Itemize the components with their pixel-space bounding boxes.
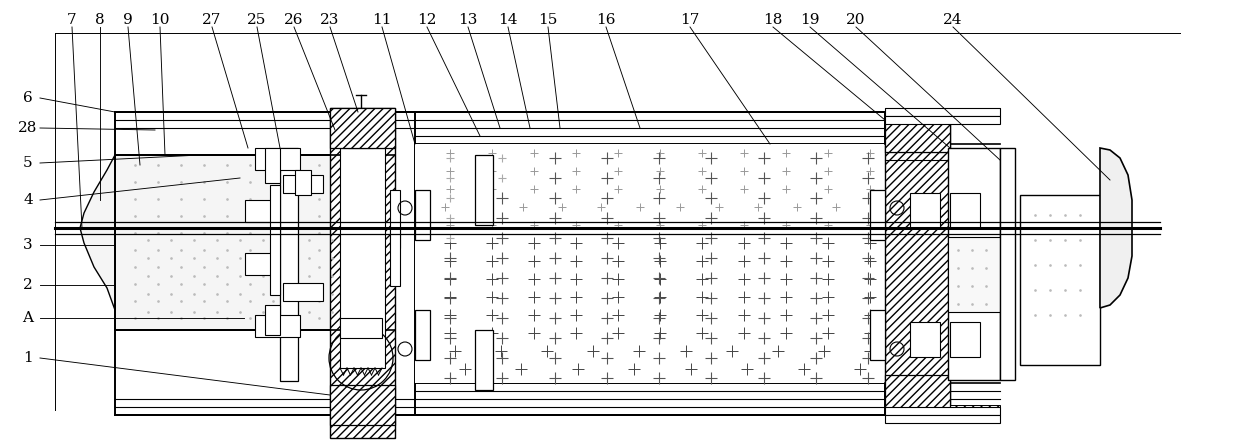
Bar — [339, 148, 385, 368]
Bar — [415, 144, 885, 383]
Bar — [950, 193, 980, 228]
Bar — [885, 407, 1000, 415]
Bar — [1000, 148, 1015, 380]
Bar — [885, 108, 1000, 118]
Bar — [885, 108, 1000, 116]
Text: 16: 16 — [596, 13, 616, 27]
Text: 27: 27 — [202, 13, 222, 27]
Bar — [295, 170, 311, 195]
Bar — [330, 108, 395, 438]
Bar — [1020, 195, 1100, 365]
Text: 8: 8 — [95, 13, 105, 27]
Text: A: A — [22, 311, 33, 325]
Text: 11: 11 — [372, 13, 392, 27]
Text: 9: 9 — [123, 13, 133, 27]
Bar — [330, 108, 395, 148]
Text: 1: 1 — [24, 351, 33, 365]
Bar — [885, 405, 1000, 415]
Text: 7: 7 — [67, 13, 77, 27]
Bar — [870, 190, 885, 240]
Text: 10: 10 — [150, 13, 170, 27]
Text: 20: 20 — [846, 13, 866, 27]
Bar — [115, 155, 395, 330]
Bar — [885, 375, 950, 415]
Text: 3: 3 — [24, 238, 32, 252]
Bar — [948, 237, 1000, 312]
Bar — [415, 190, 430, 240]
Text: 15: 15 — [538, 13, 558, 27]
Bar — [265, 305, 280, 335]
Bar — [282, 283, 323, 301]
Bar — [415, 310, 430, 360]
Bar — [255, 315, 300, 337]
Bar — [330, 385, 395, 425]
Bar — [475, 330, 493, 390]
Bar — [357, 108, 366, 130]
Text: 14: 14 — [498, 13, 518, 27]
Bar — [270, 185, 280, 295]
Text: 18: 18 — [763, 13, 783, 27]
Text: 26: 26 — [284, 13, 304, 27]
Bar — [885, 415, 1000, 423]
Text: 5: 5 — [24, 156, 32, 170]
Text: 6: 6 — [24, 91, 33, 105]
Text: 19: 19 — [800, 13, 820, 27]
Text: 28: 28 — [19, 121, 37, 135]
Bar — [950, 322, 980, 357]
Bar — [909, 193, 940, 228]
Text: 13: 13 — [458, 13, 478, 27]
Bar — [245, 200, 273, 222]
Bar — [339, 318, 382, 338]
Text: 17: 17 — [680, 13, 700, 27]
Bar — [255, 148, 300, 170]
Bar — [390, 228, 400, 286]
Polygon shape — [81, 155, 115, 310]
Bar — [245, 253, 273, 275]
Bar — [348, 130, 373, 148]
Bar — [265, 148, 280, 183]
Bar — [909, 322, 940, 357]
Text: 12: 12 — [418, 13, 437, 27]
Bar — [390, 190, 400, 248]
Bar — [885, 112, 950, 415]
Bar — [280, 148, 299, 381]
Text: 23: 23 — [321, 13, 339, 27]
Polygon shape — [1100, 148, 1132, 308]
Bar — [885, 112, 950, 152]
Bar — [282, 175, 323, 193]
Text: 2: 2 — [24, 278, 33, 292]
Text: 24: 24 — [943, 13, 963, 27]
Text: 4: 4 — [24, 193, 33, 207]
Bar — [475, 155, 493, 225]
Bar — [885, 116, 1000, 124]
Bar — [948, 148, 1000, 380]
Bar — [870, 310, 885, 360]
Text: 25: 25 — [248, 13, 266, 27]
